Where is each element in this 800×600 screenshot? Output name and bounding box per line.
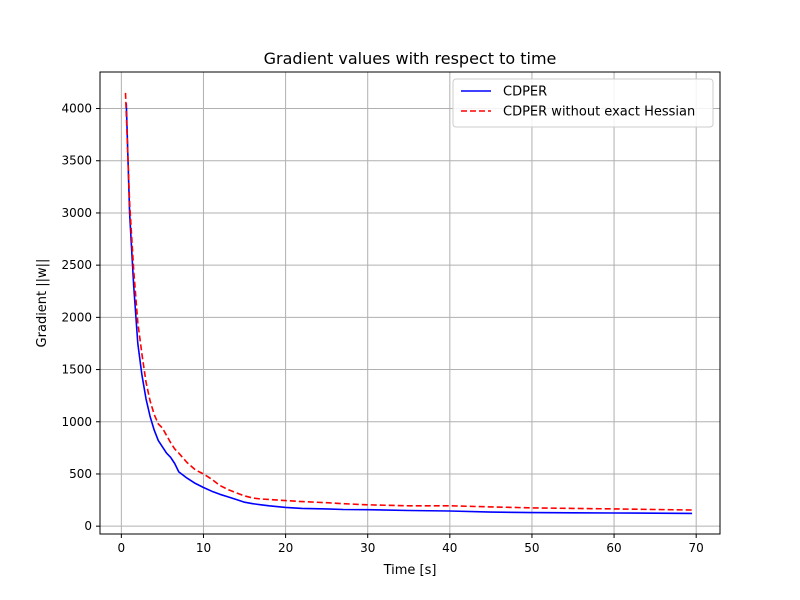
x-tick-label: 0	[118, 541, 126, 555]
y-tick-label: 4000	[61, 102, 92, 116]
series-line-2	[124, 92, 693, 511]
chart-title: Gradient values with respect to time	[264, 49, 557, 68]
y-tick-label: 3000	[61, 206, 92, 220]
y-tick-label: 1500	[61, 363, 92, 377]
legend: CDPER CDPER without exact Hessian	[452, 78, 714, 128]
x-tick-label: 60	[606, 541, 621, 555]
series-line-1	[125, 103, 693, 515]
y-tick-label: 1000	[61, 415, 92, 429]
x-tick-label: 30	[360, 541, 375, 555]
x-tick-label: 40	[442, 541, 457, 555]
y-tick-label: 500	[69, 467, 92, 481]
axis-ticks: 0 10 20 30 40 50 60 70 0 500 1000 1500 2000 2500 3000 3…	[61, 102, 703, 555]
plot-frame	[99, 71, 721, 535]
x-tick-label: 70	[689, 541, 704, 555]
x-tick-label: 10	[196, 541, 211, 555]
grid	[100, 72, 720, 534]
x-tick-label: 20	[278, 541, 293, 555]
x-tick-label: 50	[524, 541, 539, 555]
x-axis-label: Time [s]	[383, 563, 437, 578]
legend-box	[452, 78, 714, 128]
y-tick-label: 0	[84, 519, 92, 533]
y-tick-label: 2000	[61, 310, 92, 324]
y-axis-label: Gradient ||w||	[35, 259, 50, 348]
y-tick-label: 3500	[61, 154, 92, 168]
plot-lines	[124, 92, 693, 515]
legend-label-2: CDPER without exact Hessian	[503, 105, 695, 120]
legend-label-1: CDPER	[503, 85, 547, 100]
y-tick-label: 2500	[61, 258, 92, 272]
